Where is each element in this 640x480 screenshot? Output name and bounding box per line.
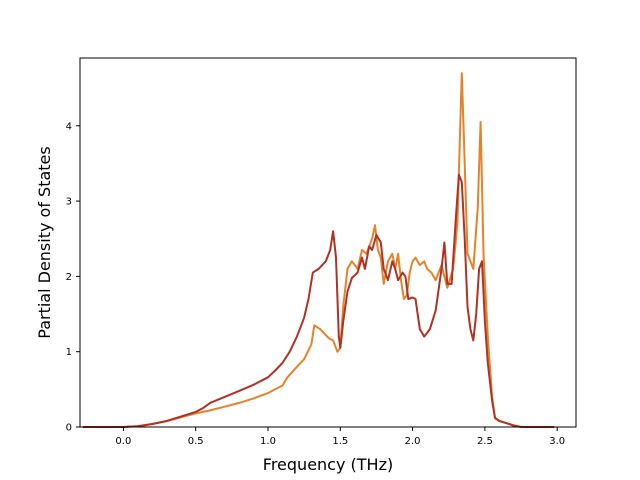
y-axis-ticks: 0 1 2 3 4 bbox=[66, 121, 80, 434]
y-tick-label: 4 bbox=[66, 121, 72, 132]
series-layer bbox=[82, 72, 555, 428]
x-tick-label: 2.5 bbox=[477, 436, 493, 447]
x-axis-ticks: 0.0 0.5 1.0 1.5 2.0 2.5 3.0 bbox=[115, 427, 565, 447]
plot-frame bbox=[79, 57, 577, 428]
y-tick-label: 2 bbox=[66, 272, 72, 283]
y-tick-label: 3 bbox=[66, 197, 72, 208]
x-tick-label: 2.0 bbox=[405, 436, 421, 447]
x-tick-label: 0.5 bbox=[188, 436, 204, 447]
x-tick-label: 3.0 bbox=[549, 436, 565, 447]
y-axis-label: Partial Density of States bbox=[35, 146, 54, 338]
pdos-series-line-1 bbox=[82, 72, 555, 428]
pdos-series-line-2 bbox=[82, 173, 555, 428]
x-tick-label: 1.0 bbox=[260, 436, 276, 447]
x-axis-label: Frequency (THz) bbox=[263, 455, 393, 474]
x-tick-label: 0.0 bbox=[115, 436, 131, 447]
x-tick-label: 1.5 bbox=[332, 436, 348, 447]
y-tick-label: 0 bbox=[66, 423, 72, 434]
y-tick-label: 1 bbox=[66, 347, 72, 358]
